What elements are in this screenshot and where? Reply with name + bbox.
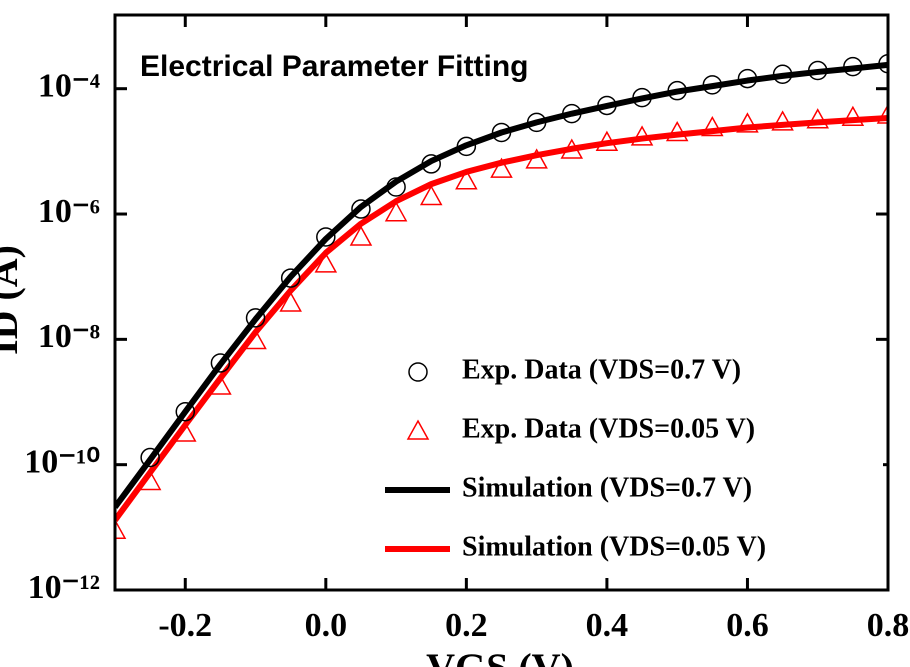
data-point	[455, 169, 478, 190]
legend: Exp. Data (VDS=0.7 V) Exp. Data (VDS=0.05…	[385, 342, 883, 577]
data-point	[490, 157, 513, 178]
y-tick-label: 10⁻¹⁰	[24, 443, 100, 480]
series-line	[115, 115, 888, 522]
data-point	[806, 108, 830, 129]
data-point	[701, 115, 724, 137]
data-point	[138, 469, 162, 491]
x-tick-label: 0.4	[586, 607, 629, 644]
x-tick-label: 0.8	[867, 607, 910, 644]
data-point	[244, 328, 267, 350]
data-point	[841, 105, 865, 127]
legend-marker	[408, 362, 428, 382]
data-point	[173, 421, 197, 442]
plot-frame	[113, 13, 890, 592]
data-point	[175, 401, 196, 422]
data-point	[807, 60, 828, 81]
data-point	[595, 130, 619, 151]
data-point	[349, 225, 373, 246]
data-point	[736, 112, 759, 133]
y-tick-label: 10⁻⁸	[38, 318, 100, 355]
data-point	[876, 103, 888, 124]
data-point	[140, 447, 160, 468]
y-tick-label: 10⁻⁶	[38, 193, 100, 230]
series-line	[115, 61, 888, 509]
data-point	[386, 177, 406, 197]
data-point	[597, 95, 617, 116]
data-point	[245, 308, 266, 328]
legend-label: Simulation (VDS=0.05 V)	[462, 531, 766, 562]
data-point	[351, 199, 371, 219]
data-point	[525, 148, 548, 169]
data-point	[491, 122, 512, 143]
data-point	[771, 110, 794, 131]
data-point	[632, 87, 652, 108]
y-tick-label: 10⁻¹²	[28, 569, 100, 606]
data-point	[772, 64, 793, 85]
y-tick-label: 10⁻⁴	[38, 67, 100, 104]
data-point	[737, 68, 758, 89]
chart-title: Electrical Parameter Fitting	[140, 50, 528, 83]
data-point	[280, 268, 301, 288]
data-point	[630, 125, 654, 146]
x-tick-label: 0.2	[445, 607, 488, 644]
legend-box	[395, 342, 883, 577]
data-point	[314, 252, 338, 273]
data-point	[843, 56, 863, 77]
data-point	[667, 80, 687, 101]
data-point	[115, 518, 127, 539]
data-point	[421, 154, 441, 174]
data-point	[702, 75, 723, 95]
data-point	[209, 374, 232, 395]
x-tick-label: -0.2	[158, 607, 212, 644]
data-point	[384, 201, 408, 222]
data-point	[878, 54, 888, 74]
data-point	[316, 227, 336, 247]
data-point	[665, 120, 689, 142]
y-axis-label: ID (A)	[0, 245, 26, 355]
data-point	[560, 138, 584, 159]
legend-label: Exp. Data (VDS=0.7 V)	[462, 354, 741, 385]
data-point	[456, 136, 477, 157]
legend-label: Simulation (VDS=0.7 V)	[462, 472, 752, 503]
data-point	[279, 291, 302, 312]
plot-area	[115, 54, 888, 539]
data-point	[419, 185, 443, 206]
x-tick-label: 0.6	[726, 607, 769, 644]
data-point	[526, 112, 547, 133]
x-tick-label: 0.0	[305, 607, 348, 644]
legend-marker	[406, 419, 430, 440]
x-axis-label: VGS (V)	[426, 645, 574, 667]
legend-label: Exp. Data (VDS=0.05 V)	[462, 413, 755, 444]
data-point	[210, 353, 231, 373]
data-point	[562, 103, 582, 124]
